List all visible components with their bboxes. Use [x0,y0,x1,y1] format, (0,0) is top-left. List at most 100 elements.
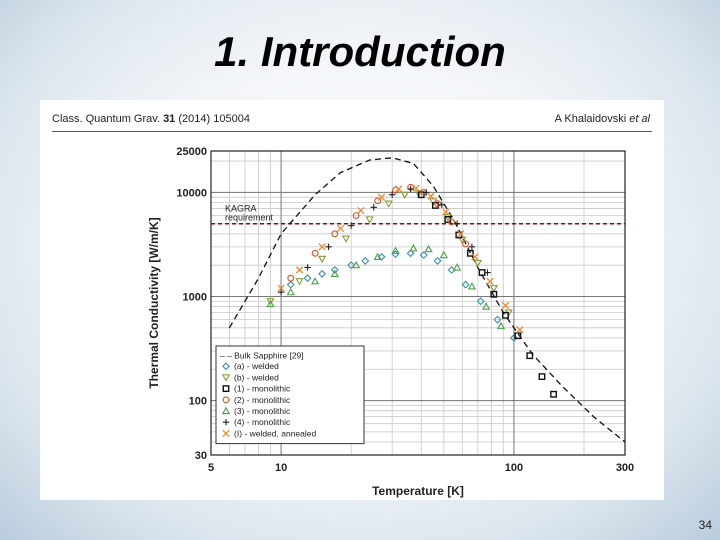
author-name: A Khalaidovski [554,113,627,125]
y-axis-label: Thermal Conductivity [W/m/K] [147,217,161,388]
author-etal: et al [629,113,650,125]
data-point-3-monolithic [286,287,295,296]
data-point-i-welded-annealed [486,277,494,285]
x-tick-label: 100 [505,462,523,474]
data-point-4-monolithic [422,189,430,196]
data-point-4-monolithic [468,243,476,251]
data-point-a-welded [303,274,312,283]
data-point-a-welded [493,315,502,324]
data-point-4-monolithic [370,204,377,211]
data-point-4-monolithic [347,222,355,229]
data-point-4-monolithic [277,288,285,296]
data-point-4-monolithic [407,185,414,193]
plot-frame [210,150,626,456]
data-point-1-monolithic [431,202,439,209]
data-point-a-welded [286,280,295,289]
x-tick-label: 10 [275,462,287,474]
figure-panel: Class. Quantum Grav. 31 (2014) 105004 A … [40,100,664,500]
data-point-b-welded [384,200,393,208]
legend-label: (I) - welded, annealed [234,428,316,438]
legend-label: (2) - monolithic [234,395,291,405]
data-point-i-welded-annealed [516,326,524,334]
legend-marker [222,429,230,438]
data-point-2-monolithic [392,186,399,194]
data-point-4-monolithic [325,243,332,251]
data-point-2-monolithic [462,240,470,248]
data-point-2-monolithic [374,197,382,205]
data-point-i-welded-annealed [277,284,285,292]
data-point-2-monolithic [352,212,360,219]
data-point-3-monolithic [496,321,506,330]
page-number: 34 [698,518,712,532]
data-point-4-monolithic [453,220,461,227]
y-tick-label: 10000 [176,187,207,199]
data-point-i-welded-annealed [336,224,345,233]
data-point-b-welded [489,285,498,293]
legend-label: (3) - monolithic [234,406,291,416]
legend-marker [222,419,230,426]
data-point-3-monolithic [266,299,275,307]
data-point-4-monolithic [388,191,396,198]
data-point-a-welded [419,251,428,260]
legend-box [215,345,365,445]
data-point-a-welded [361,256,370,265]
data-point-1-monolithic [502,311,509,319]
data-point-3-monolithic [482,302,491,310]
data-point-i-welded-annealed [501,301,510,310]
x-tick-label: 5 [208,462,214,474]
data-point-i-welded-annealed [395,185,403,193]
data-point-1-monolithic [514,332,522,340]
y-tick-label: 100 [189,396,207,408]
citation-volume: 31 [163,113,176,125]
y-tick-label: 1000 [183,291,207,303]
data-point-3-monolithic [391,246,400,254]
x-axis-label: Temperature [K] [372,484,464,498]
legend-marker [222,385,230,393]
data-point-a-welded [330,265,339,274]
legend-label: (4) - monolithic [234,417,291,427]
data-point-i-welded-annealed [471,253,479,261]
data-point-a-welded [406,249,415,258]
data-point-4-monolithic [484,269,491,276]
data-point-3-monolithic [310,276,320,285]
data-point-a-welded [476,297,485,306]
data-point-4-monolithic [304,264,311,271]
kagra-label: KAGRA [225,204,257,214]
data-point-b-welded [458,236,467,245]
data-point-b-welded [317,255,327,264]
requirement-label: requirement [225,213,274,223]
y-tick-label: 30 [195,450,207,462]
data-point-1-monolithic [490,290,498,298]
data-point-a-welded [447,265,456,274]
data-point-b-welded [295,278,304,286]
data-point-1-monolithic [550,390,557,398]
data-point-b-welded [266,298,275,306]
header-divider [52,131,652,132]
data-point-2-monolithic [311,249,319,257]
data-point-i-welded-annealed [442,208,450,216]
data-point-1-monolithic [538,373,546,381]
legend-marker [221,406,231,415]
data-point-i-welded-annealed [318,243,326,251]
data-point-a-welded [433,256,442,265]
figure-author: A Khalaidovski et al [555,113,650,125]
data-point-a-welded [347,261,356,270]
data-point-3-monolithic [452,263,462,271]
data-point-i-welded-annealed [295,266,304,274]
figure-citation: Class. Quantum Grav. 31 (2014) 105004 [52,113,250,125]
y-tick-label: 25000 [176,146,207,158]
data-point-2-monolithic [287,274,295,282]
data-point-a-welded [509,333,518,342]
data-point-i-welded-annealed [412,184,420,192]
data-point-2-monolithic [434,200,441,208]
thermal-conductivity-chart: 5 10 100 300 30 100 1000 10000 25000 Temperature … [147,146,634,498]
data-point-b-welded [473,259,482,268]
data-point-a-welded [318,269,327,278]
data-point-b-welded [400,191,409,200]
citation-rest: (2014) 105004 [178,113,250,125]
series-line-bulk-sapphire-29 [228,157,626,443]
data-point-1-monolithic [466,249,474,257]
legend-label: (a) - welded [234,361,279,371]
data-point-b-welded [341,235,351,243]
data-point-3-monolithic [351,260,361,269]
